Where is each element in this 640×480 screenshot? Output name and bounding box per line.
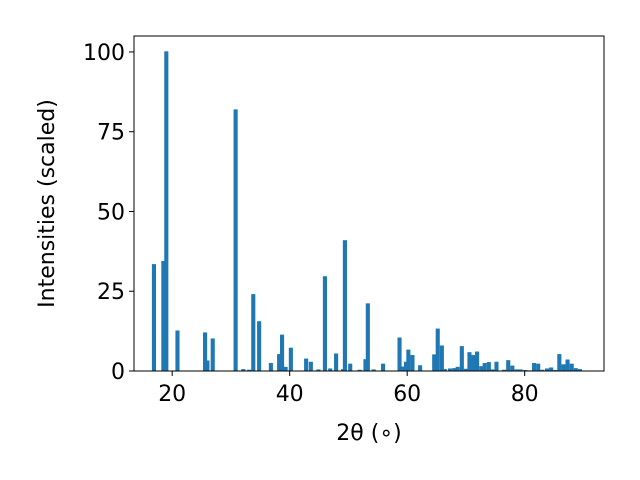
bar xyxy=(565,359,570,371)
bar xyxy=(334,353,339,371)
bar xyxy=(577,369,582,371)
y-tick-label: 25 xyxy=(97,280,125,305)
bar xyxy=(442,369,447,371)
bar xyxy=(518,369,523,371)
bar xyxy=(257,321,262,371)
bar xyxy=(400,366,405,371)
bar xyxy=(532,363,537,371)
bar xyxy=(536,363,541,371)
bar xyxy=(561,364,566,371)
bar xyxy=(486,362,491,371)
bar xyxy=(233,109,238,371)
y-axis-label: Intensities (scaled) xyxy=(35,99,60,308)
bar xyxy=(435,328,440,371)
bar xyxy=(403,361,409,371)
bar xyxy=(151,264,157,371)
bar xyxy=(540,369,545,371)
bar xyxy=(164,51,169,372)
bar xyxy=(455,366,460,371)
x-axis-ticks: 20 40 60 80 xyxy=(158,371,539,407)
bar xyxy=(494,361,499,371)
bar xyxy=(490,369,495,371)
bar xyxy=(316,369,321,371)
bar xyxy=(544,368,550,371)
bar xyxy=(251,294,256,371)
x-tick-label: 40 xyxy=(276,382,304,407)
bar xyxy=(381,363,386,371)
y-tick-label: 100 xyxy=(83,41,125,66)
bar xyxy=(342,240,347,371)
bar xyxy=(410,355,415,371)
bar xyxy=(241,369,246,371)
bar xyxy=(210,338,215,371)
bar xyxy=(471,355,476,371)
bar xyxy=(557,354,562,371)
bar xyxy=(406,349,411,371)
y-axis-ticks: 0 25 50 75 100 xyxy=(83,41,134,385)
x-axis-label: 2θ (∘) xyxy=(336,421,401,446)
bar xyxy=(439,345,444,371)
bar xyxy=(432,354,437,371)
bar xyxy=(308,361,313,371)
bar xyxy=(482,363,487,371)
bar xyxy=(573,368,578,371)
x-tick-label: 20 xyxy=(158,382,186,407)
bar xyxy=(502,369,507,371)
bar xyxy=(397,337,402,371)
bar xyxy=(479,366,484,371)
bar xyxy=(247,369,252,371)
bar xyxy=(463,368,468,371)
bar xyxy=(322,276,327,371)
bar xyxy=(475,351,480,371)
bar xyxy=(357,369,362,371)
bar xyxy=(277,354,282,371)
bar xyxy=(203,332,208,371)
bar xyxy=(510,365,515,371)
bar xyxy=(283,366,288,371)
bar xyxy=(467,352,472,371)
x-tick-label: 80 xyxy=(511,382,539,407)
bar xyxy=(452,368,457,371)
bar xyxy=(304,358,309,371)
plot-area-frame xyxy=(133,35,605,372)
bar xyxy=(569,363,574,371)
bar xyxy=(348,363,353,371)
y-tick-label: 0 xyxy=(111,360,125,385)
x-tick-label: 60 xyxy=(393,382,421,407)
bar xyxy=(328,368,333,371)
bar xyxy=(161,260,166,371)
bar xyxy=(371,369,376,371)
y-tick-label: 75 xyxy=(97,121,125,146)
bar xyxy=(514,369,519,371)
y-tick-label: 50 xyxy=(97,200,125,225)
bar xyxy=(279,334,285,371)
bar xyxy=(459,346,464,371)
bar xyxy=(418,365,423,371)
bar xyxy=(365,303,370,371)
bar xyxy=(363,359,368,371)
bar-series xyxy=(151,51,582,372)
bar xyxy=(205,360,210,371)
bar xyxy=(268,363,273,371)
bar xyxy=(175,330,180,371)
bar xyxy=(549,367,554,371)
bar xyxy=(288,347,293,371)
bar xyxy=(506,360,511,371)
bar xyxy=(448,368,453,371)
